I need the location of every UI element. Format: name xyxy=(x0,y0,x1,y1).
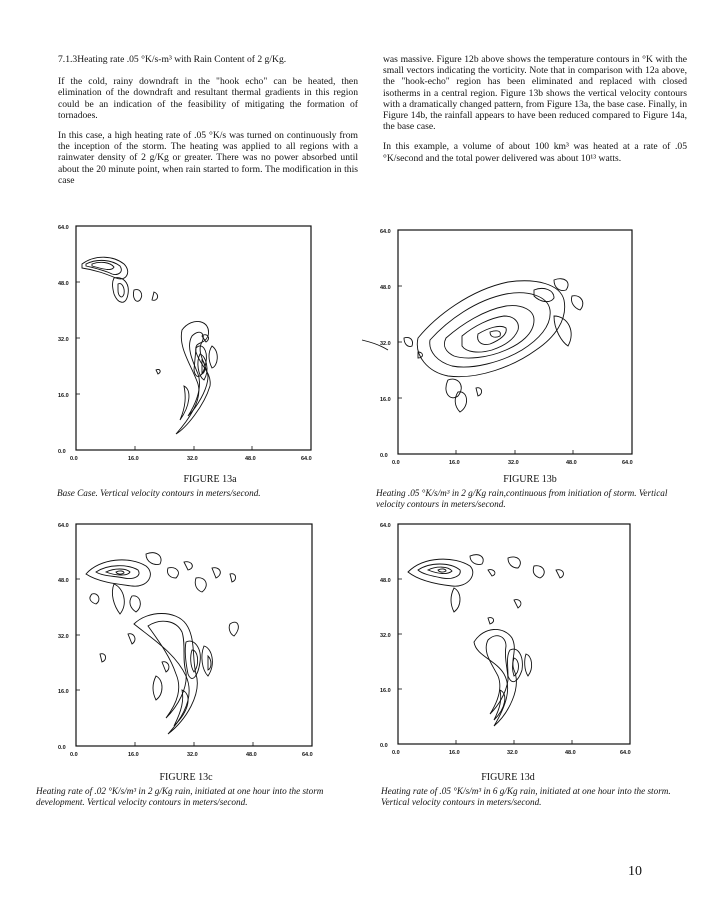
x-tick-64: 64.0 xyxy=(301,456,312,462)
y-tick-32: 32.0 xyxy=(58,634,69,640)
figure-13b-plot: 64.0 48.0 32.0 16.0 0.0 0.0 16.0 32.0 48… xyxy=(361,229,633,466)
x-tick-0: 0.0 xyxy=(70,456,78,462)
plot-frame xyxy=(397,229,633,455)
y-tick-48: 48.0 xyxy=(58,281,69,287)
x-tick-64: 64.0 xyxy=(620,750,631,756)
y-tick-0: 0.0 xyxy=(58,745,66,751)
figure-13a-caption: Base Case. Vertical velocity contours in… xyxy=(57,488,261,498)
contour-lines xyxy=(403,278,584,413)
x-tick-64: 64.0 xyxy=(302,752,313,758)
x-tick-0: 0.0 xyxy=(392,750,400,756)
figure-13a-title: FIGURE 13a xyxy=(183,474,237,485)
x-tick-32: 32.0 xyxy=(507,750,518,756)
y-tick-0: 0.0 xyxy=(58,449,66,455)
tick-marks xyxy=(76,281,253,450)
figure-13c-title: FIGURE 13c xyxy=(159,772,213,783)
y-tick-16: 16.0 xyxy=(58,393,69,399)
tick-marks xyxy=(76,578,254,746)
contour-lines xyxy=(81,256,218,435)
x-tick-48: 48.0 xyxy=(245,456,256,462)
y-tick-0: 0.0 xyxy=(380,453,388,459)
contour-lines xyxy=(85,552,239,735)
x-tick-16: 16.0 xyxy=(449,750,460,756)
x-tick-0: 0.0 xyxy=(392,460,400,466)
y-tick-32: 32.0 xyxy=(58,337,69,343)
figure-13b-caption: Heating .05 °K/s/m³ in 2 g/Kg rain,conti… xyxy=(376,488,668,509)
figure-13d: 64.0 48.0 32.0 16.0 0.0 0.0 16.0 32.0 48… xyxy=(358,514,658,764)
x-tick-48: 48.0 xyxy=(246,752,257,758)
y-tick-64: 64.0 xyxy=(380,229,391,235)
x-tick-48: 48.0 xyxy=(566,460,577,466)
plot-frame xyxy=(75,523,313,747)
x-tick-48: 48.0 xyxy=(565,750,576,756)
y-tick-16: 16.0 xyxy=(380,688,391,694)
figure-13c: 64.0 48.0 32.0 16.0 0.0 0.0 16.0 32.0 48… xyxy=(36,514,336,764)
y-tick-16: 16.0 xyxy=(58,689,69,695)
x-tick-32: 32.0 xyxy=(508,460,519,466)
x-tick-16: 16.0 xyxy=(128,752,139,758)
tick-marks xyxy=(398,578,573,744)
contour-lines xyxy=(407,554,564,727)
y-tick-64: 64.0 xyxy=(58,225,69,231)
figure-13b: 64.0 48.0 32.0 16.0 0.0 0.0 16.0 32.0 48… xyxy=(358,220,658,470)
y-tick-0: 0.0 xyxy=(380,743,388,749)
y-tick-64: 64.0 xyxy=(380,523,391,529)
figure-13d-plot: 64.0 48.0 32.0 16.0 0.0 0.0 16.0 32.0 48… xyxy=(380,523,631,756)
figure-13b-title: FIGURE 13b xyxy=(503,474,557,485)
left-paragraph-1: If the cold, rainy downdraft in the "hoo… xyxy=(58,76,358,121)
left-text-column: 7.1.3Heating rate .05 °K/s-m³ with Rain … xyxy=(58,54,358,195)
figure-13d-title: FIGURE 13d xyxy=(481,772,535,783)
tick-marks xyxy=(398,285,574,454)
y-tick-48: 48.0 xyxy=(380,285,391,291)
figure-13c-plot: 64.0 48.0 32.0 16.0 0.0 0.0 16.0 32.0 48… xyxy=(58,523,313,758)
y-tick-48: 48.0 xyxy=(58,578,69,584)
figure-13d-caption: Heating rate of .05 °K/s/m³ in 6 g/Kg ra… xyxy=(381,786,671,807)
x-tick-64: 64.0 xyxy=(622,460,633,466)
x-tick-0: 0.0 xyxy=(70,752,78,758)
x-tick-16: 16.0 xyxy=(128,456,139,462)
page-number: 10 xyxy=(628,864,642,879)
left-paragraph-2: In this case, a high heating rate of .05… xyxy=(58,130,358,186)
figure-13a-plot: 64.0 48.0 32.0 16.0 0.0 0.0 16.0 32.0 48… xyxy=(58,225,312,462)
y-tick-32: 32.0 xyxy=(380,341,391,347)
section-heading: 7.1.3Heating rate .05 °K/s-m³ with Rain … xyxy=(58,54,287,65)
right-paragraph-2: In this example, a volume of about 100 k… xyxy=(383,141,687,164)
y-tick-16: 16.0 xyxy=(380,397,391,403)
figure-13a: 64.0 48.0 32.0 16.0 0.0 0.0 16.0 32.0 48… xyxy=(36,220,336,470)
right-paragraph-1: was massive. Figure 12b above shows the … xyxy=(383,54,687,133)
x-tick-16: 16.0 xyxy=(449,460,460,466)
y-tick-32: 32.0 xyxy=(380,633,391,639)
y-tick-48: 48.0 xyxy=(380,578,391,584)
x-tick-32: 32.0 xyxy=(187,456,198,462)
y-tick-64: 64.0 xyxy=(58,523,69,529)
x-tick-32: 32.0 xyxy=(187,752,198,758)
figure-13c-caption: Heating rate of .02 °K/s/m³ in 2 g/Kg ra… xyxy=(36,786,324,807)
right-text-column: was massive. Figure 12b above shows the … xyxy=(383,54,687,173)
